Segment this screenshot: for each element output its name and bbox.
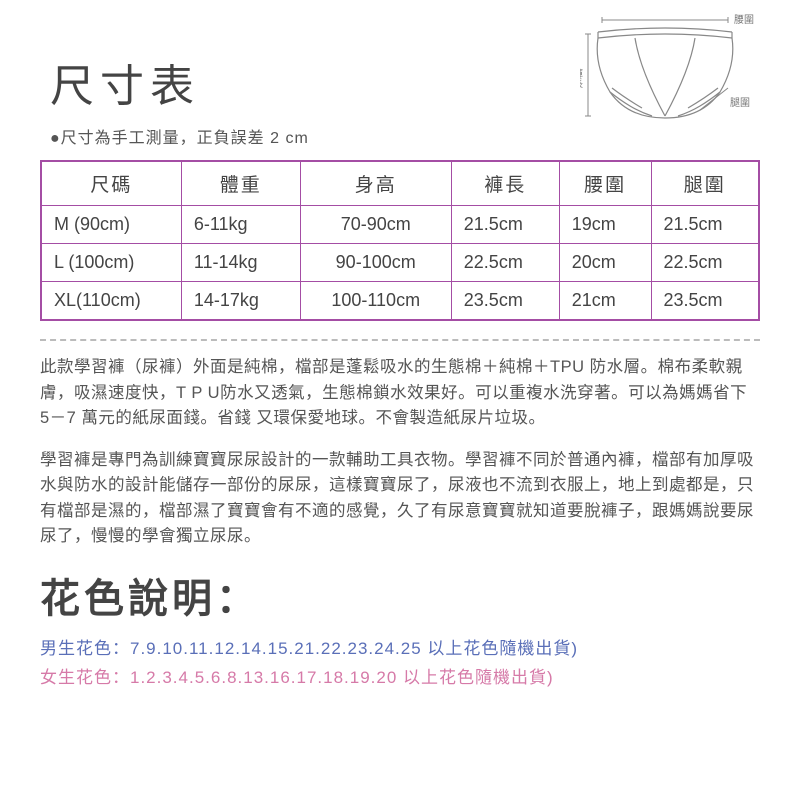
table-cell: 90-100cm xyxy=(300,244,451,282)
diagram-waist-label: 腰圍 xyxy=(734,14,754,26)
table-cell: 22.5cm xyxy=(451,244,559,282)
girls-colors: 女生花色：1.2.3.4.5.6.8.13.16.17.18.19.20 以上花… xyxy=(40,663,760,688)
table-cell: 100-110cm xyxy=(300,282,451,321)
table-cell: 70-90cm xyxy=(300,206,451,244)
table-row: XL(110cm)14-17kg100-110cm23.5cm21cm23.5c… xyxy=(41,282,759,321)
table-cell: 19cm xyxy=(559,206,651,244)
color-section-title: 花色說明： xyxy=(40,566,760,624)
table-cell: M (90cm) xyxy=(41,206,181,244)
table-cell: 11-14kg xyxy=(181,244,300,282)
col-length: 褲長 xyxy=(451,161,559,206)
table-cell: XL(110cm) xyxy=(41,282,181,321)
table-cell: 20cm xyxy=(559,244,651,282)
table-cell: 21.5cm xyxy=(651,206,759,244)
table-header-row: 尺碼 體重 身高 褲長 腰圍 腿圍 xyxy=(41,161,759,206)
col-leg: 腿圍 xyxy=(651,161,759,206)
table-cell: 22.5cm xyxy=(651,244,759,282)
table-cell: 6-11kg xyxy=(181,206,300,244)
col-height: 身高 xyxy=(300,161,451,206)
table-cell: 23.5cm xyxy=(451,282,559,321)
product-description-1: 此款學習褲（尿褲）外面是純棉，檔部是蓬鬆吸水的生態棉＋純棉＋TPU 防水層。棉布… xyxy=(40,355,760,432)
diagram-leg-label: 腿圍 xyxy=(730,97,750,109)
table-cell: L (100cm) xyxy=(41,244,181,282)
divider xyxy=(40,339,760,341)
table-cell: 23.5cm xyxy=(651,282,759,321)
col-waist: 腰圍 xyxy=(559,161,651,206)
table-cell: 21cm xyxy=(559,282,651,321)
table-row: M (90cm)6-11kg70-90cm21.5cm19cm21.5cm xyxy=(41,206,759,244)
boys-colors: 男生花色：7.9.10.11.12.14.15.21.22.23.24.25 以… xyxy=(40,634,760,659)
table-body: M (90cm)6-11kg70-90cm21.5cm19cm21.5cmL (… xyxy=(41,206,759,321)
table-cell: 14-17kg xyxy=(181,282,300,321)
size-chart-table: 尺碼 體重 身高 褲長 腰圍 腿圍 M (90cm)6-11kg70-90cm2… xyxy=(40,160,760,321)
table-row: L (100cm)11-14kg90-100cm22.5cm20cm22.5cm xyxy=(41,244,759,282)
table-cell: 21.5cm xyxy=(451,206,559,244)
col-weight: 體重 xyxy=(181,161,300,206)
product-description-2: 學習褲是專門為訓練寶寶尿尿設計的一款輔助工具衣物。學習褲不同於普通內褲，檔部有加… xyxy=(40,448,760,550)
diagram-length-label: 褲長 xyxy=(580,67,583,89)
underwear-diagram: 腰圍 褲長 腿圍 xyxy=(580,10,755,130)
col-size: 尺碼 xyxy=(41,161,181,206)
